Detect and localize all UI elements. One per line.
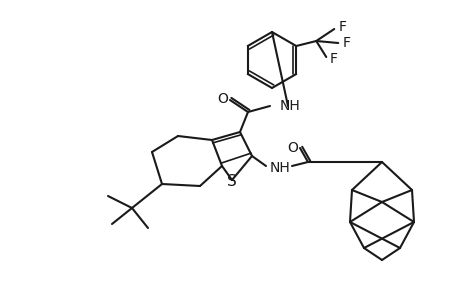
- Text: NH: NH: [269, 161, 290, 175]
- Text: F: F: [329, 52, 336, 66]
- Text: O: O: [217, 92, 228, 106]
- Text: O: O: [287, 141, 298, 155]
- Text: F: F: [341, 36, 349, 50]
- Text: S: S: [227, 175, 236, 190]
- Text: F: F: [337, 20, 346, 34]
- Text: NH: NH: [280, 99, 300, 113]
